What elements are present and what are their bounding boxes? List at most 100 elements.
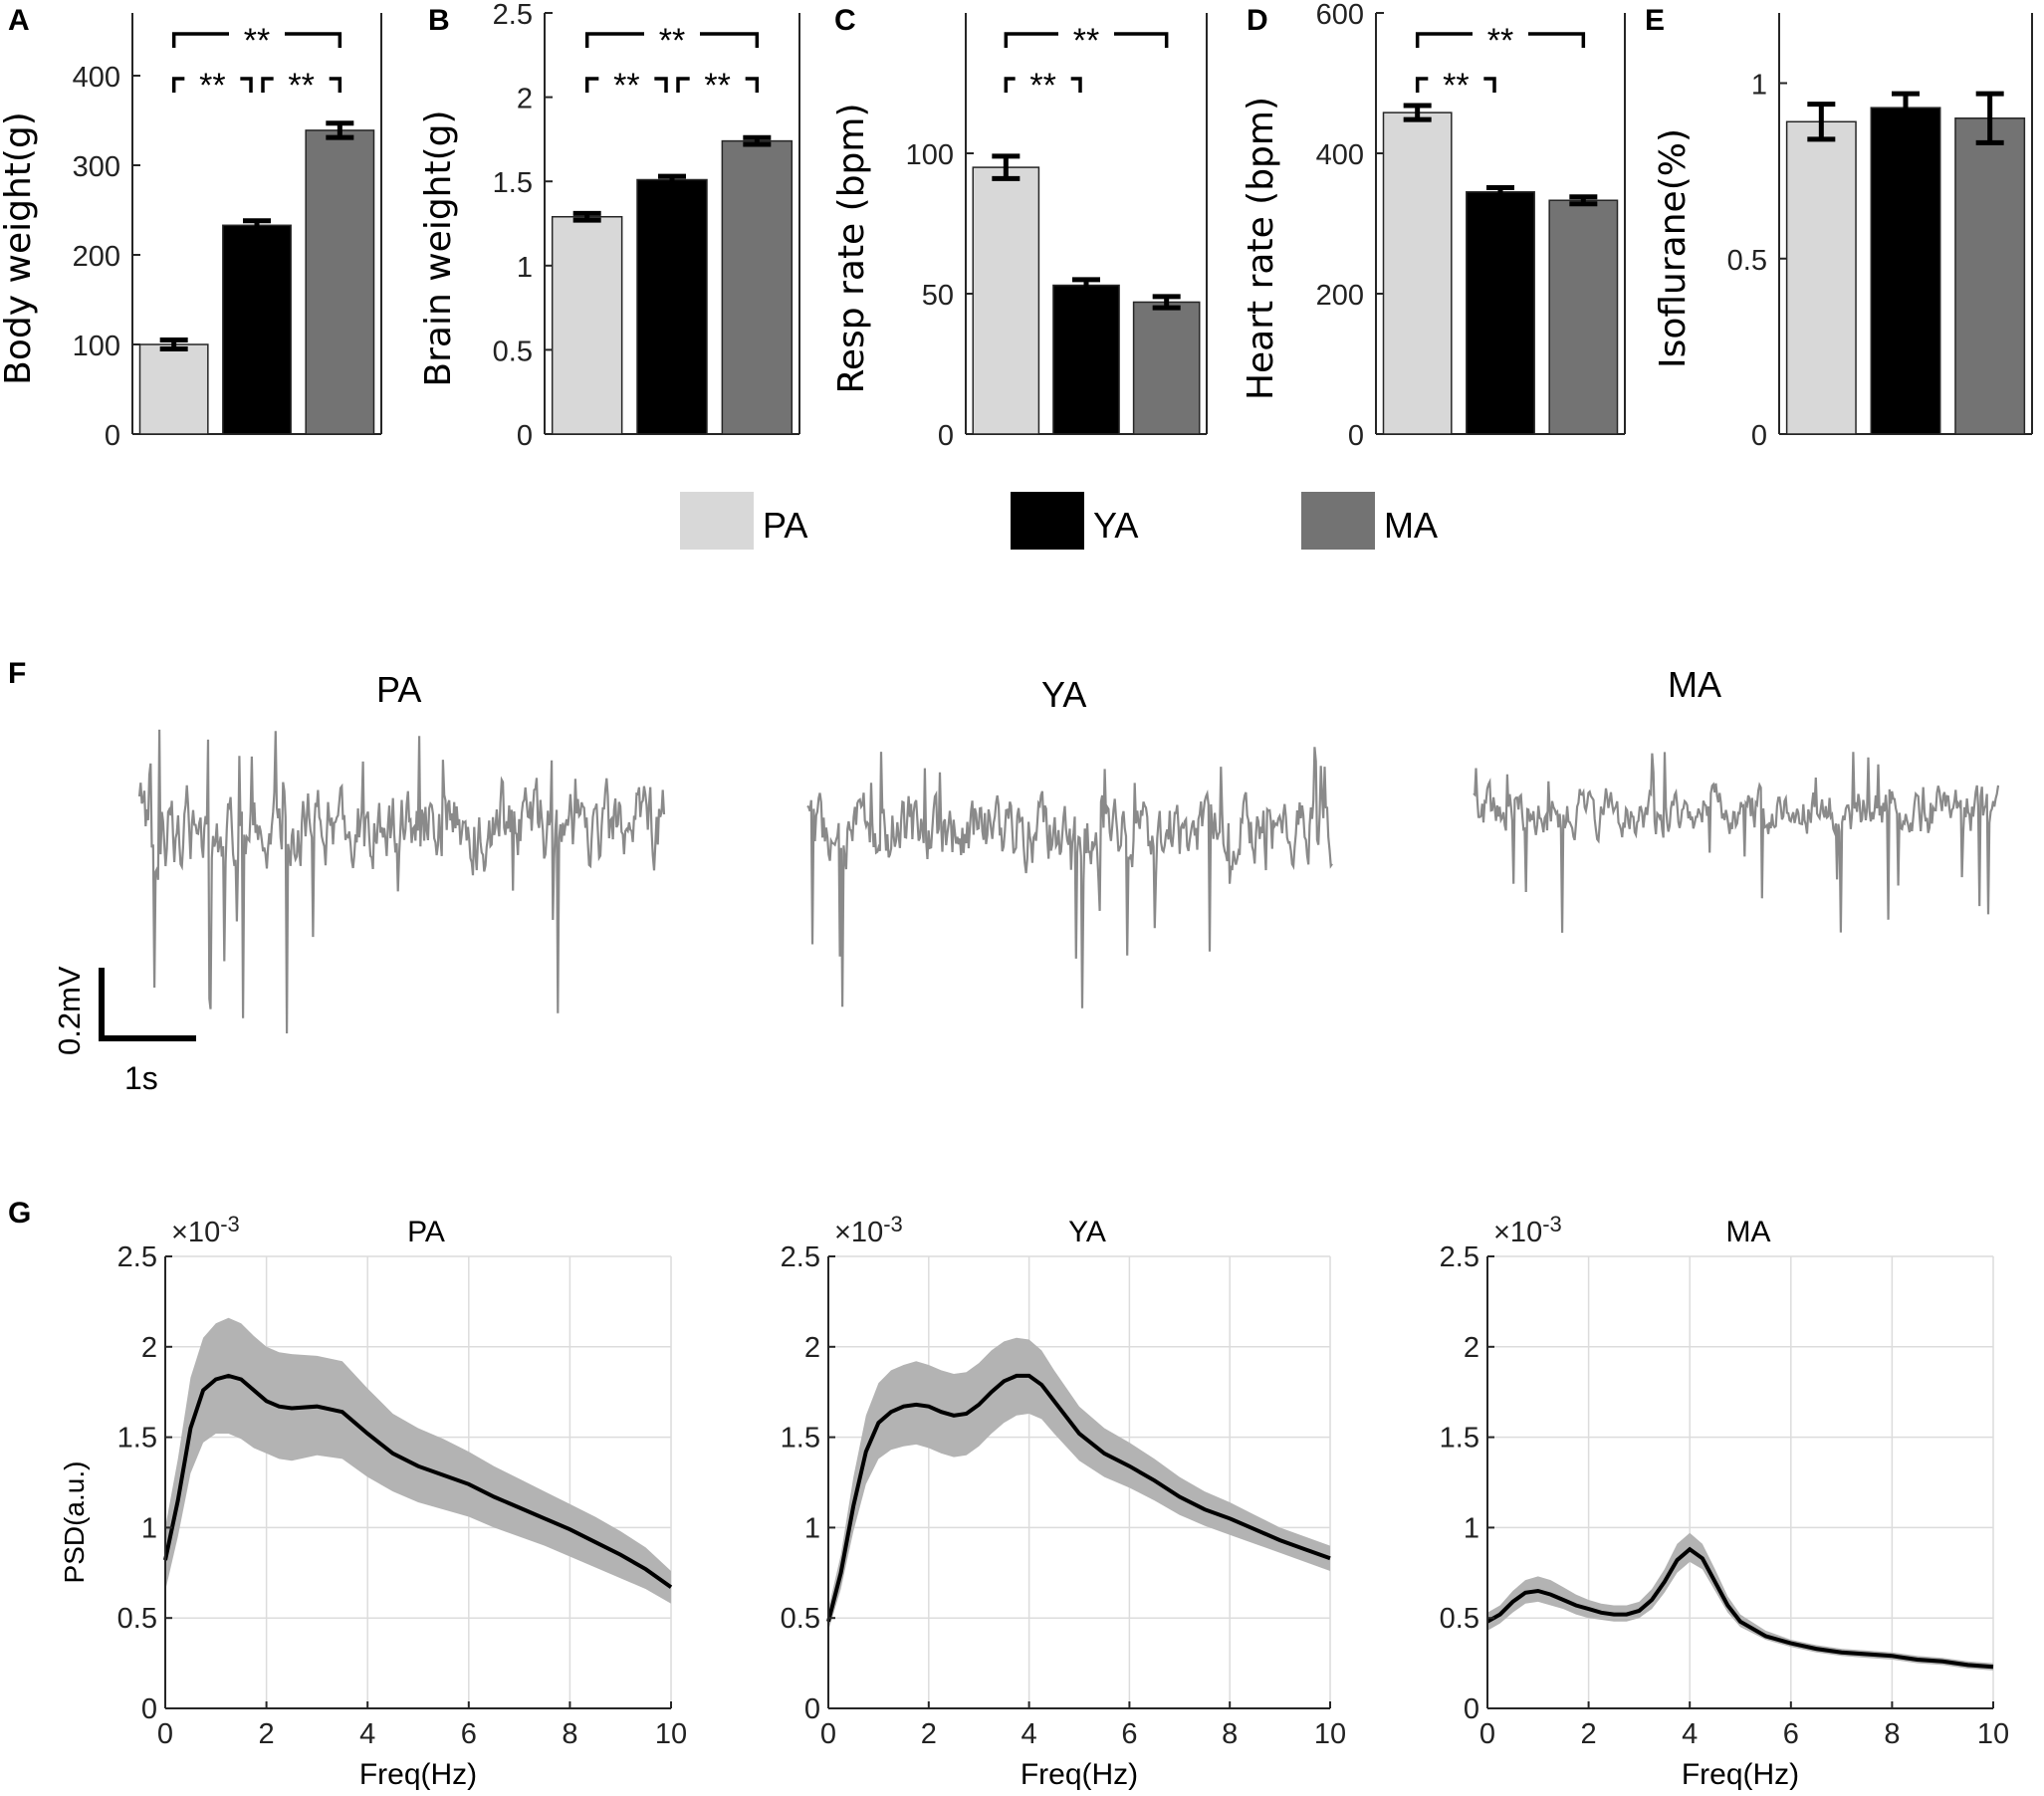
error-bar-ma xyxy=(1569,194,1598,207)
error-bar-ya xyxy=(658,173,686,186)
axis-exponent-label: ×10-3 xyxy=(834,1212,903,1248)
y-axis-label: Body weight(g) xyxy=(0,112,39,385)
significance-bracket xyxy=(171,77,253,93)
x-tick-label: 8 xyxy=(1222,1718,1238,1750)
x-tick-label: 0 xyxy=(157,1718,173,1750)
panel-letter-g: G xyxy=(8,1197,31,1230)
significance-bracket xyxy=(1415,77,1496,93)
scale-bar-time: 1s xyxy=(124,1060,158,1096)
error-bar-ma xyxy=(743,134,772,147)
y-tick-label: 2 xyxy=(804,1332,820,1364)
panel-letter-e: E xyxy=(1645,4,1665,37)
panel-d-heart-rate-chart: 0 200 400 600 Heart rate (bpm) ** ** xyxy=(1241,0,1626,452)
mean-psd-line xyxy=(1486,1546,1994,1670)
legend-label-pa: PA xyxy=(763,505,807,546)
y-tick-label: 0.5 xyxy=(781,1603,820,1635)
legend-label-ma: MA xyxy=(1384,505,1438,546)
panel-letter-d: D xyxy=(1247,4,1268,37)
axis-exponent-power: -3 xyxy=(220,1212,240,1236)
significance-bracket xyxy=(1004,32,1169,48)
error-bar-ya xyxy=(1892,91,1920,124)
x-tick-label: 4 xyxy=(1682,1718,1698,1750)
y-tick-label: 600 xyxy=(1316,0,1364,31)
x-tick-label: 4 xyxy=(1022,1718,1037,1750)
bar-ya xyxy=(1052,284,1120,435)
panel-letter-f: F xyxy=(8,657,26,690)
x-tick-label: 10 xyxy=(1314,1718,1346,1750)
trace-title-ma: MA xyxy=(1668,664,1721,705)
x-tick-label: 8 xyxy=(1884,1718,1900,1750)
error-bar-ya xyxy=(243,218,271,233)
legend-label-ya: YA xyxy=(1093,505,1138,546)
y-tick-label: 300 xyxy=(73,151,120,183)
x-tick-label: 10 xyxy=(655,1718,687,1750)
trace-title-pa: PA xyxy=(376,669,421,710)
bar-ya xyxy=(1870,107,1941,435)
y-tick-label: 50 xyxy=(922,280,954,312)
significance-bracket xyxy=(584,32,760,48)
significance-label: ** xyxy=(659,22,685,60)
significance-label: ** xyxy=(1487,22,1513,60)
y-tick-label: 1.5 xyxy=(781,1423,820,1455)
x-tick-label: 6 xyxy=(461,1718,477,1750)
y-tick-label: 1.5 xyxy=(117,1423,157,1455)
y-tick-label: 400 xyxy=(1316,139,1364,171)
psd-title: PA xyxy=(407,1216,445,1248)
x-tick-label: 0 xyxy=(1479,1718,1495,1750)
bar-pa xyxy=(551,215,623,435)
error-bar-ma xyxy=(1152,294,1181,311)
x-axis-label: Freq(Hz) xyxy=(1682,1758,1799,1791)
x-tick-label: 6 xyxy=(1121,1718,1137,1750)
panel-c-resp-rate-chart: 0 50 100 Resp rate (bpm) ** ** xyxy=(831,13,1208,452)
error-bar-pa xyxy=(159,337,188,351)
significance-bracket xyxy=(261,77,342,93)
bar-ma xyxy=(1548,199,1619,435)
bar-ma xyxy=(305,129,375,435)
significance-label: ** xyxy=(244,22,270,60)
significance-bracket xyxy=(584,77,668,93)
y-tick-label: 1.5 xyxy=(1440,1423,1479,1455)
error-bar-pa xyxy=(1807,102,1836,142)
x-tick-label: 4 xyxy=(359,1718,375,1750)
y-tick-label: 1 xyxy=(1751,70,1767,102)
psd-chart-ya: 0 2 4 6 8 10 0 0.5 1 1.5 2 2.5 ×10-3 YA Freq(Hz) xyxy=(781,1212,1346,1791)
y-axis-label: PSD(a.u.) xyxy=(59,1461,90,1584)
axis-exponent-label: ×10-3 xyxy=(1493,1212,1562,1248)
bar-ma xyxy=(721,139,794,435)
error-bar-ya xyxy=(1072,277,1100,294)
panel-letter-b: B xyxy=(428,4,450,37)
scale-bar-voltage: 0.2mV xyxy=(52,966,87,1055)
axis-exponent-power: -3 xyxy=(883,1212,903,1236)
bar-ya xyxy=(636,178,708,435)
psd-chart-ma: 0 2 4 6 8 10 0 0.5 1 1.5 2 2.5 ×10-3 MA Freq(Hz) xyxy=(1440,1212,2009,1791)
error-bar-pa xyxy=(992,153,1021,181)
confidence-band xyxy=(165,1317,671,1604)
panel-letter-a: A xyxy=(8,4,30,37)
error-bar-ma xyxy=(1975,91,2004,145)
bar-pa xyxy=(1785,120,1857,435)
panel-b-brain-weight-chart: 0 0.5 1 1.5 2 2.5 Brain weight(g) ** ** ** xyxy=(418,0,800,452)
eeg-trace-ya xyxy=(806,747,1333,1009)
y-axis-label: Isoflurane(%) xyxy=(1653,128,1694,368)
y-tick-label: 0 xyxy=(517,420,533,452)
panel-a-body-weight-chart: 0 100 200 300 400 Body weight(g) ** ** ** xyxy=(0,13,382,452)
y-tick-label: 1 xyxy=(804,1512,820,1544)
significance-bracket xyxy=(171,32,342,48)
bar-ma xyxy=(1132,301,1201,435)
error-bar-pa xyxy=(1403,103,1432,122)
y-tick-label: 200 xyxy=(73,241,120,273)
panel-e-isoflurane-chart: 0 0.5 1 Isoflurane(%) xyxy=(1653,13,2033,452)
y-tick-label: 2 xyxy=(141,1332,157,1364)
y-tick-label: 0 xyxy=(105,420,120,452)
significance-bracket xyxy=(1415,32,1586,48)
psd-title: YA xyxy=(1068,1216,1106,1248)
bar-ya xyxy=(222,224,292,435)
error-bar-ya xyxy=(1486,185,1514,199)
y-tick-label: 2.5 xyxy=(781,1241,820,1273)
y-tick-label: 0 xyxy=(1348,420,1364,452)
legend-swatch-ya xyxy=(1011,492,1084,550)
mean-psd-line xyxy=(826,1373,1331,1623)
y-tick-label: 0 xyxy=(1464,1693,1479,1725)
y-tick-label: 0 xyxy=(1751,420,1767,452)
x-tick-label: 2 xyxy=(1581,1718,1597,1750)
